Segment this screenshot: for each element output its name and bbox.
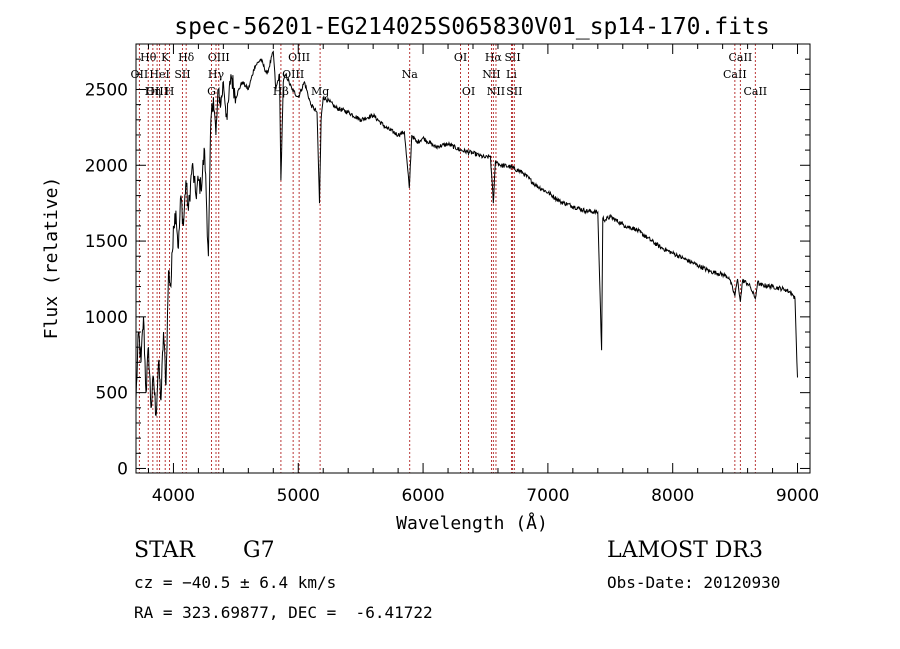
- y-tick-label-1000: 1000: [85, 308, 128, 328]
- line-label-6: SII: [174, 68, 190, 81]
- x-axis: 4000 5000 6000 7000 8000 9000: [147, 44, 819, 506]
- line-label-17: OI: [454, 51, 467, 64]
- line-label-26: CaII: [723, 68, 747, 81]
- y-axis-label: Flux (relative): [41, 177, 62, 340]
- line-label-7: H: [165, 85, 175, 98]
- line-label-13: OIII: [288, 51, 310, 64]
- line-label-25: CaII: [729, 51, 753, 64]
- y-tick-label-2000: 2000: [85, 156, 128, 176]
- line-label-21: NII: [487, 85, 505, 98]
- x-tick-label-6000: 6000: [401, 486, 444, 506]
- line-label-3: K: [161, 51, 170, 64]
- line-label-27: CaII: [743, 85, 767, 98]
- y-tick-label-1500: 1500: [85, 232, 128, 252]
- line-label-16: Na: [402, 68, 419, 81]
- line-label-19: Hα: [485, 51, 503, 64]
- coordinates: RA = 323.69877, DEC = -6.41722: [134, 603, 433, 622]
- y-tick-label-2500: 2500: [85, 80, 128, 100]
- x-tick-label-9000: 9000: [776, 486, 819, 506]
- line-label-11: G: [207, 85, 216, 98]
- line-label-23: Li: [506, 68, 517, 81]
- line-label-22: SII: [504, 51, 520, 64]
- plot-frame: [135, 43, 811, 474]
- line-label-9: OIII: [208, 51, 230, 64]
- x-tick-label-4000: 4000: [152, 486, 195, 506]
- spectrum-series-line: [135, 50, 798, 417]
- y-axis: 0 500 1000 1500 2000 2500: [85, 43, 810, 479]
- line-label-18: OI: [462, 85, 475, 98]
- line-label-12: Hβ: [273, 85, 289, 98]
- subclass: G7: [243, 538, 275, 563]
- x-tick-label-5000: 5000: [277, 486, 320, 506]
- x-tick-label-7000: 7000: [526, 486, 569, 506]
- line-label-5: Hη: [145, 85, 161, 98]
- x-axis-label: Wavelength (Å): [396, 512, 548, 534]
- chart-title: spec-56201-EG214025S065830V01_sp14-170.f…: [174, 14, 769, 40]
- object-class: STAR: [134, 538, 195, 563]
- line-label-20: NII: [482, 68, 500, 81]
- line-label-10: Hγ: [208, 68, 225, 81]
- line-label-24: SII: [506, 85, 522, 98]
- line-label-0: Hθ: [140, 51, 157, 64]
- survey-name: LAMOST DR3: [607, 538, 763, 563]
- line-label-15: Mg: [311, 85, 329, 98]
- observation-date: Obs-Date: 20120930: [607, 573, 781, 592]
- redshift-cz: cz = −40.5 ± 6.4 km/s: [134, 573, 337, 592]
- line-label-8: Hδ: [178, 51, 195, 64]
- x-tick-label-8000: 8000: [651, 486, 694, 506]
- line-label-14: OIII: [282, 68, 304, 81]
- spectrum-layer: [135, 50, 798, 417]
- line-label-2: OIII: [146, 85, 168, 98]
- y-tick-label-500: 500: [96, 384, 128, 404]
- line-label-4: HeI: [149, 68, 169, 81]
- y-tick-label-0: 0: [117, 459, 128, 479]
